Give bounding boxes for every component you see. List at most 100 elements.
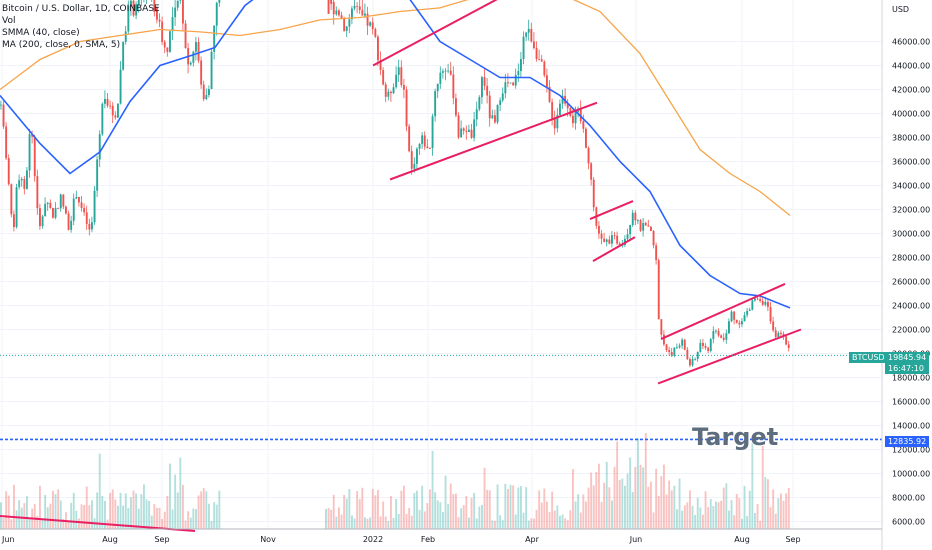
volume-bar — [577, 494, 580, 529]
candle-body — [98, 134, 101, 160]
candle-body — [369, 22, 372, 26]
candle-body — [72, 198, 75, 221]
volume-bar — [54, 494, 57, 529]
volume-bar — [117, 505, 119, 529]
price-tick-label: 8000.00 — [892, 494, 925, 503]
candle-body — [343, 18, 346, 31]
candle-body — [41, 216, 44, 227]
volume-bar — [533, 518, 535, 529]
volume-bar — [91, 500, 93, 529]
price-tick-label: 14000.00 — [892, 422, 930, 431]
volume-bar — [127, 507, 130, 529]
volume-bar — [197, 495, 200, 529]
candle-body — [644, 223, 647, 226]
candle-body — [447, 70, 450, 72]
candle-body — [592, 179, 595, 208]
volume-bar — [780, 493, 782, 529]
volume-bar — [717, 502, 720, 529]
volume-bar — [618, 480, 621, 529]
candle-body — [598, 225, 600, 234]
volume-bar — [564, 518, 567, 529]
candle-body — [127, 5, 130, 32]
ma-indicator-label[interactable]: MA (200, close, 0, SMA, 5) — [2, 40, 121, 50]
candle-body — [483, 77, 486, 86]
volume-bar — [358, 499, 361, 529]
volume-bar — [647, 486, 650, 529]
smma-indicator-label[interactable]: SMMA (40, close) — [2, 28, 80, 38]
volume-bar — [603, 482, 606, 529]
candle-body — [769, 306, 772, 322]
volume-bar — [512, 485, 515, 529]
volume-bar — [699, 507, 702, 529]
volume-bar — [657, 495, 660, 529]
candle-body — [647, 225, 650, 227]
volume-bar — [520, 486, 522, 529]
volume-bar — [218, 490, 221, 529]
volume-bar — [379, 516, 382, 529]
volume-bar — [507, 488, 509, 529]
candle-body — [715, 330, 717, 332]
candle-body — [676, 347, 678, 349]
volume-bar — [15, 510, 18, 529]
candle-body — [761, 300, 764, 305]
time-axis[interactable]: Jun Aug Sep Nov 2022 Feb Apr Jun Aug Sep — [1, 535, 801, 544]
candle-body — [650, 226, 652, 231]
volume-bar — [689, 490, 691, 529]
symbol-title[interactable]: Bitcoin / U.S. Dollar, 1D, COINBASE — [2, 4, 160, 14]
candle-body — [527, 28, 530, 33]
volume-bar — [572, 469, 574, 529]
candle-body — [85, 212, 88, 225]
volume-bar — [439, 502, 442, 529]
volume-bar — [548, 511, 551, 529]
volume-bar — [499, 515, 502, 529]
volume-bar — [39, 485, 41, 529]
candle-body — [23, 178, 26, 189]
volume-bar — [49, 503, 52, 529]
volume-bar — [696, 497, 699, 529]
volume-bar — [514, 514, 517, 529]
volume-bar — [673, 485, 676, 529]
volume-bar — [772, 489, 775, 529]
volume-bar — [709, 498, 712, 529]
candle-body — [356, 5, 359, 7]
volume-bar — [13, 484, 15, 529]
volume-bar — [483, 467, 486, 529]
volume-bar — [741, 518, 743, 529]
volume-bar — [57, 489, 60, 529]
volume-bar — [764, 477, 767, 529]
volume-bar — [148, 500, 151, 529]
candle-body — [332, 1, 335, 15]
channel-line — [592, 236, 636, 262]
volume-bar — [187, 511, 190, 529]
volume-bar — [111, 489, 114, 529]
price-tick-label: 46000.00 — [892, 38, 930, 47]
candle-body — [358, 6, 361, 10]
volume-bar — [525, 487, 528, 529]
candle-body — [455, 98, 457, 116]
volume-bar — [153, 503, 156, 529]
candle-body — [130, 0, 132, 6]
volume-bar — [421, 485, 424, 529]
volume-bar — [135, 493, 138, 529]
candle-body — [182, 0, 184, 24]
volume-indicator-label[interactable]: Vol — [2, 16, 16, 26]
candle-body — [36, 176, 39, 209]
volume-bar — [702, 514, 704, 529]
volume-bar — [215, 504, 218, 529]
volume-bar — [579, 512, 582, 529]
volume-bar — [72, 492, 75, 529]
volume-bar — [754, 512, 756, 529]
volume-bar — [343, 494, 346, 529]
price-tick-label: 12000.00 — [892, 446, 930, 455]
volume-bar — [88, 505, 91, 529]
volume-bar — [631, 491, 634, 529]
price-axis[interactable]: 6000.00 8000.00 10000.00 12000.00 14000.00 16… — [892, 38, 930, 527]
candle-body — [384, 84, 387, 97]
volume-bar — [678, 478, 681, 529]
candle-body — [722, 337, 725, 340]
candle-body — [13, 214, 15, 228]
volume-bar — [150, 515, 153, 529]
candle-body — [439, 72, 442, 84]
candle-body — [80, 202, 83, 208]
